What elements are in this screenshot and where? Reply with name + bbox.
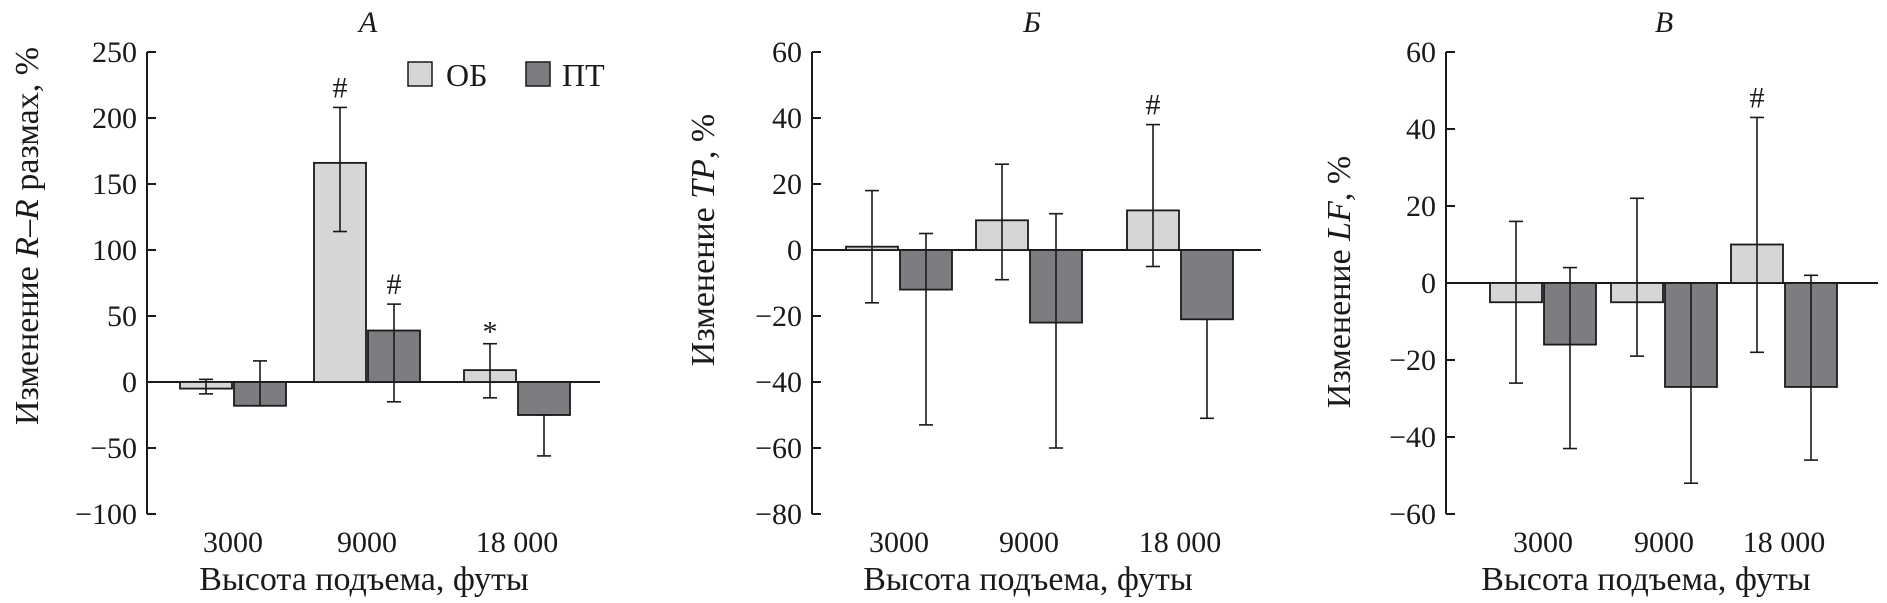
panel-b-y-tick-label: 20 bbox=[772, 168, 802, 201]
panel-a-y-tick-label: 0 bbox=[122, 366, 137, 399]
panel-a-significance-mark: # bbox=[387, 268, 402, 301]
panel-a-x-axis-title: Высота подъема, футы bbox=[199, 561, 529, 598]
panel-b-y-tick-label: 60 bbox=[772, 36, 802, 69]
legend: ОБ ПТ bbox=[407, 57, 605, 93]
panel-a-y-title-part: Изменение bbox=[9, 258, 46, 425]
panel-a: А Изменение R–R размах, % Высота подъема… bbox=[9, 6, 600, 598]
panel-b-y-tick-label: −80 bbox=[755, 498, 802, 531]
panel-a-significance-mark: * bbox=[483, 316, 498, 349]
panel-a-x-tick-label: 3000 bbox=[203, 526, 263, 559]
panel-b-y-title-part: TP bbox=[685, 159, 722, 199]
panel-c-y-title-part: , % bbox=[1321, 156, 1358, 201]
legend-label-pt: ПТ bbox=[562, 57, 605, 93]
panel-a-y-title-part: R bbox=[9, 199, 46, 221]
panel-a-y-tick-label: 150 bbox=[92, 168, 137, 201]
panel-a-significance-mark: # bbox=[333, 71, 348, 104]
panel-b-significance-mark: # bbox=[1146, 89, 1161, 122]
panel-b-bar-pt bbox=[1180, 249, 1234, 321]
panel-c-x-tick-label: 9000 bbox=[1634, 526, 1694, 559]
panel-a-y-tick-label: 100 bbox=[92, 234, 137, 267]
panel-b: Б Изменение TP, % Высота подъема, футы −… bbox=[685, 6, 1261, 598]
panel-c-x-tick-label: 18 000 bbox=[1743, 526, 1826, 559]
panel-a-y-title-part: размах, % bbox=[9, 47, 46, 199]
panel-c-x-tick-label: 3000 bbox=[1513, 526, 1573, 559]
panel-b-y-tick-label: 0 bbox=[787, 234, 802, 267]
panel-b-title: Б bbox=[1022, 6, 1041, 39]
panel-b-x-axis-title: Высота подъема, футы bbox=[863, 561, 1193, 598]
panel-a-x-tick-label: 18 000 bbox=[476, 526, 559, 559]
legend-swatch-ob bbox=[407, 61, 433, 87]
panel-b-x-tick-label: 18 000 bbox=[1139, 526, 1222, 559]
panel-a-y-title-part: R bbox=[9, 237, 46, 259]
panel-a-title: А bbox=[357, 6, 378, 39]
panel-a-plot-area: −100 −50 0 50 100 150 200 250 3000 # #9000 * 18 000 bbox=[75, 36, 600, 559]
panel-c-significance-mark: # bbox=[1750, 81, 1765, 114]
panel-a-y-tick-label: 250 bbox=[92, 36, 137, 69]
panel-b-y-axis-title: Изменение TP, % bbox=[685, 114, 722, 366]
panel-c-y-tick-label: −20 bbox=[1389, 344, 1436, 377]
panel-c-y-tick-label: −40 bbox=[1389, 421, 1436, 454]
panel-c-y-tick-label: 0 bbox=[1421, 267, 1436, 300]
panel-b-x-tick-label: 9000 bbox=[999, 526, 1059, 559]
panel-c-x-axis-title: Высота подъема, футы bbox=[1481, 561, 1811, 598]
panel-a-y-axis-title: Изменение R–R размах, % bbox=[9, 47, 46, 425]
panel-b-plot-area: −80 −60 −40 −20 0 20 40 60 3000 9000 #18 000 bbox=[755, 36, 1261, 559]
panel-c-y-tick-label: 20 bbox=[1406, 190, 1436, 223]
panel-c-y-title-part: Изменение bbox=[1321, 241, 1358, 408]
panel-b-y-tick-label: −20 bbox=[755, 300, 802, 333]
panel-b-y-tick-label: −40 bbox=[755, 366, 802, 399]
panel-b-y-title-part: , % bbox=[685, 114, 722, 159]
legend-swatch-pt bbox=[525, 61, 551, 87]
panel-b-y-tick-label: 40 bbox=[772, 102, 802, 135]
panel-a-y-tick-label: 50 bbox=[107, 300, 137, 333]
panel-a-y-tick-label: 200 bbox=[92, 102, 137, 135]
panel-a-y-title-part: – bbox=[9, 219, 46, 238]
panel-a-y-tick-label: −50 bbox=[90, 432, 137, 465]
panel-a-y-tick-label: −100 bbox=[75, 498, 137, 531]
panel-c-y-tick-label: 40 bbox=[1406, 113, 1436, 146]
panel-b-x-tick-label: 3000 bbox=[869, 526, 929, 559]
panel-c-y-title-part: LF bbox=[1321, 200, 1358, 242]
panel-c-y-tick-label: −60 bbox=[1389, 498, 1436, 531]
panel-c-plot-area: −60 −40 −20 0 20 40 60 3000 9000 #18 000 bbox=[1389, 36, 1878, 559]
panel-b-y-title-part: Изменение bbox=[685, 199, 722, 366]
panel-a-bar-pt bbox=[517, 381, 571, 416]
panel-c-y-axis-title: Изменение LF, % bbox=[1321, 156, 1358, 408]
panel-c: В Изменение LF, % Высота подъема, футы −… bbox=[1321, 6, 1878, 598]
panel-c-title: В bbox=[1655, 6, 1673, 39]
panel-c-y-tick-label: 60 bbox=[1406, 36, 1436, 69]
legend-label-ob: ОБ bbox=[446, 57, 487, 93]
panel-a-x-tick-label: 9000 bbox=[337, 526, 397, 559]
panel-b-y-tick-label: −60 bbox=[755, 432, 802, 465]
